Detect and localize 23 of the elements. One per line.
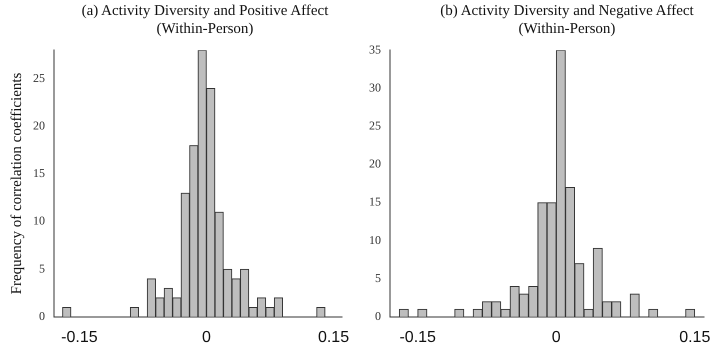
y-tick-label: 5: [39, 261, 45, 276]
x-tick-label: 0: [552, 328, 561, 346]
y-tick-label: 35: [369, 42, 381, 56]
x-tick-label: 0.15: [679, 328, 710, 346]
y-tick-label: 5: [375, 270, 381, 285]
y-tick-label: 25: [33, 70, 45, 85]
y-tick-label: 10: [33, 214, 45, 228]
y-tick-label: 20: [369, 156, 381, 171]
chart-title: (a) Activity Diversity and Positive Affect (Within-Person): [80, 2, 330, 38]
chart-title: (b) Activity Diversity and Negative Affect (Within-Person): [439, 2, 695, 38]
x-tick-label: -0.15: [61, 328, 98, 346]
y-axis-title: Frequency of correlation coefficients: [8, 72, 25, 294]
x-tick-label: 0.15: [318, 328, 350, 346]
y-tick-label: 0: [375, 308, 381, 323]
y-tick-label: 25: [369, 118, 381, 133]
y-tick-label: 10: [369, 232, 381, 247]
x-tick-label: 0: [202, 328, 212, 346]
y-tick-label: 15: [33, 166, 45, 180]
y-tick-label: 20: [33, 118, 45, 133]
y-tick-label: 0: [39, 308, 45, 323]
x-tick-label: -0.15: [399, 328, 436, 346]
y-tick-label: 15: [369, 194, 381, 209]
y-tick-label: 30: [369, 80, 381, 94]
